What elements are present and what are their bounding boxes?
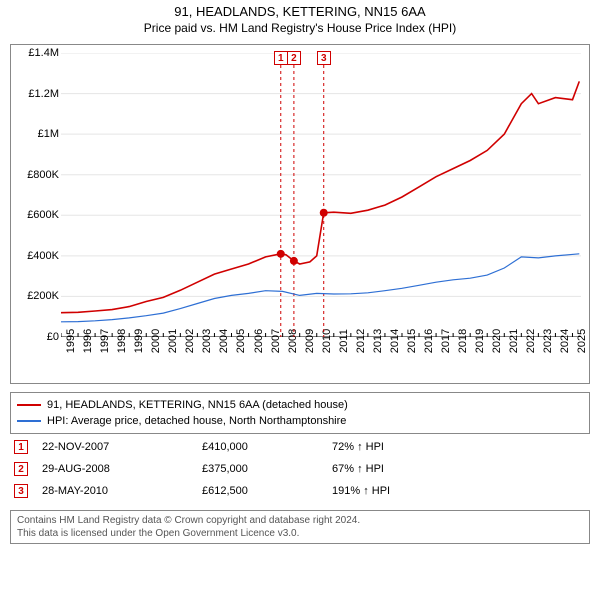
sale-row-1: 1 22-NOV-2007 £410,000 72% ↑ HPI bbox=[10, 436, 590, 458]
footer-line-1: Contains HM Land Registry data © Crown c… bbox=[17, 514, 583, 527]
sale-marker-2: 2 bbox=[14, 462, 28, 476]
chart-container: { "title": "91, HEADLANDS, KETTERING, NN… bbox=[0, 0, 600, 590]
sale-marker-box: 2 bbox=[287, 51, 301, 65]
y-tick-label: £200K bbox=[13, 290, 59, 302]
sale-price-1: £410,000 bbox=[202, 441, 332, 453]
sale-marker-1: 1 bbox=[14, 440, 28, 454]
legend-label-property: 91, HEADLANDS, KETTERING, NN15 6AA (deta… bbox=[47, 399, 348, 411]
sale-hpi-1: 72% ↑ HPI bbox=[332, 441, 590, 453]
y-tick-label: £800K bbox=[13, 169, 59, 181]
chart-frame: £0£200K£400K£600K£800K£1M£1.2M£1.4M 1995… bbox=[10, 44, 590, 384]
y-tick-label: £1M bbox=[13, 128, 59, 140]
footer-line-2: This data is licensed under the Open Gov… bbox=[17, 527, 583, 540]
sale-hpi-3: 191% ↑ HPI bbox=[332, 485, 590, 497]
legend-swatch-property bbox=[17, 404, 41, 406]
sale-row-3: 3 28-MAY-2010 £612,500 191% ↑ HPI bbox=[10, 480, 590, 502]
legend-row-hpi: HPI: Average price, detached house, Nort… bbox=[17, 413, 583, 429]
legend: 91, HEADLANDS, KETTERING, NN15 6AA (deta… bbox=[10, 392, 590, 434]
sale-date-2: 29-AUG-2008 bbox=[42, 463, 202, 475]
legend-label-hpi: HPI: Average price, detached house, Nort… bbox=[47, 415, 346, 427]
sale-price-2: £375,000 bbox=[202, 463, 332, 475]
y-tick-label: £400K bbox=[13, 250, 59, 262]
sale-marker-box: 3 bbox=[317, 51, 331, 65]
chart-title: 91, HEADLANDS, KETTERING, NN15 6AA bbox=[0, 4, 600, 19]
sales-table: 1 22-NOV-2007 £410,000 72% ↑ HPI 2 29-AU… bbox=[10, 436, 590, 502]
sale-date-3: 28-MAY-2010 bbox=[42, 485, 202, 497]
y-tick-label: £600K bbox=[13, 209, 59, 221]
chart-subtitle: Price paid vs. HM Land Registry's House … bbox=[0, 21, 600, 35]
sale-marker-3: 3 bbox=[14, 484, 28, 498]
plot-area bbox=[61, 53, 581, 337]
y-tick-label: £1.2M bbox=[13, 88, 59, 100]
sale-price-3: £612,500 bbox=[202, 485, 332, 497]
plot-svg bbox=[61, 53, 581, 337]
chart-titles: 91, HEADLANDS, KETTERING, NN15 6AA Price… bbox=[0, 0, 600, 35]
sale-marker-box: 1 bbox=[274, 51, 288, 65]
y-tick-label: £0 bbox=[13, 331, 59, 343]
legend-swatch-hpi bbox=[17, 420, 41, 422]
attribution-footer: Contains HM Land Registry data © Crown c… bbox=[10, 510, 590, 544]
legend-row-property: 91, HEADLANDS, KETTERING, NN15 6AA (deta… bbox=[17, 397, 583, 413]
sale-date-1: 22-NOV-2007 bbox=[42, 441, 202, 453]
sale-hpi-2: 67% ↑ HPI bbox=[332, 463, 590, 475]
sale-row-2: 2 29-AUG-2008 £375,000 67% ↑ HPI bbox=[10, 458, 590, 480]
y-tick-label: £1.4M bbox=[13, 47, 59, 59]
